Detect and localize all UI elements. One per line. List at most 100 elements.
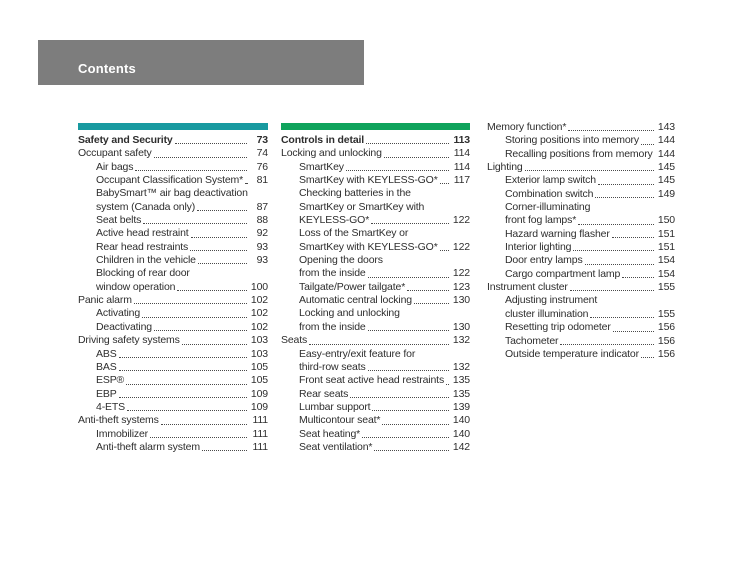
section-color-bar (281, 123, 470, 130)
toc-entry-page: 130 (452, 320, 470, 333)
toc-leader-dots (372, 441, 451, 454)
toc-entry-label: Door entry lamps (505, 254, 583, 267)
toc-entry-page: 132 (452, 334, 470, 347)
toc-entry-label: SmartKey with KEYLESS-GO* (299, 240, 438, 253)
toc-entry-page: 114 (453, 147, 470, 160)
toc-leader-dots (610, 228, 656, 241)
toc-entry-page: 151 (657, 241, 675, 254)
toc-entry-label: Automatic central locking (299, 294, 412, 307)
toc-entry: Seat heating* 140 (281, 428, 470, 441)
toc-leader-dots (124, 374, 249, 387)
toc-entry-label: Seat heating* (299, 427, 361, 440)
toc-entry-label: from the inside (299, 320, 366, 333)
toc-entry: Multicontour seat* 140 (281, 414, 470, 427)
toc-entry-label: Anti-theft systems (78, 414, 159, 427)
toc-entry: Corner-illuminating (487, 201, 675, 214)
toc-leader-dots (173, 134, 249, 147)
toc-entry-label: SmartKey (299, 160, 344, 173)
toc-leader-dots (125, 401, 249, 414)
toc-leader-dots (369, 214, 451, 227)
toc-entry: BAS 105 (78, 361, 268, 374)
toc-entry: from the inside 122 (281, 267, 470, 280)
toc-entry-label: window operation (96, 280, 176, 293)
toc-entry-page: 102 (250, 320, 268, 333)
toc-entry-label: Blocking of rear door (96, 267, 190, 280)
toc-leader-dots (523, 161, 656, 174)
toc-entry-label: Activating (96, 307, 141, 320)
toc-entry: Children in the vehicle 93 (78, 254, 268, 267)
toc-entry-page: 144 (657, 147, 675, 160)
toc-entry-page: 150 (657, 214, 675, 227)
toc-entry-page: 144 (657, 134, 675, 147)
toc-entry: Controls in detail 113 (281, 134, 470, 147)
toc-leader-dots (639, 348, 656, 361)
page-title: Contents (78, 61, 136, 76)
toc-entry-label: Opening the doors (299, 254, 383, 267)
toc-leader-dots (360, 428, 451, 441)
toc-entry: Combination switch 149 (487, 188, 675, 201)
toc-leader-dots (189, 227, 249, 240)
toc-entry-label: Immobilizer (96, 427, 149, 440)
toc-entry-page: 73 (256, 134, 269, 146)
toc-entry-page: 145 (657, 174, 675, 187)
toc-entry: Tachometer 156 (487, 335, 675, 348)
toc-entry-page: 74 (256, 147, 269, 160)
toc-entry-label: 4-ETS (96, 400, 126, 413)
toc-entry-label: Tailgate/Power tailgate* (299, 280, 406, 293)
toc-entry-label: BAS (96, 360, 117, 373)
toc-entry-label: Hazard warning flasher (505, 227, 610, 240)
toc-entry-label: Tachometer (505, 334, 559, 347)
toc-leader-dots (568, 281, 656, 294)
toc-entry: Instrument cluster 155 (487, 281, 675, 294)
toc-entry: Rear seats 135 (281, 388, 470, 401)
toc-entry-page: 113 (453, 134, 471, 146)
toc-entry-page: 102 (250, 294, 268, 307)
toc-entry-label: ESP® (96, 374, 125, 387)
toc-entry: SmartKey with KEYLESS-GO* 122 (281, 241, 470, 254)
toc-entry-label: Active head restraint (96, 227, 189, 240)
toc-entry-label: system (Canada only) (96, 200, 196, 213)
toc-column-3: Memory function* 143 Storing positions int… (487, 121, 675, 361)
toc-entry: Rear head restraints 93 (78, 241, 268, 254)
toc-entry-page: 111 (252, 427, 268, 440)
toc-entry-label: BabySmart™ air bag deactivation (96, 187, 248, 200)
toc-leader-dots (195, 201, 249, 214)
toc-entry: Occupant safety 74 (78, 147, 268, 160)
toc-entry-label: Occupant safety (78, 147, 152, 160)
toc-leader-dots (152, 321, 249, 334)
toc-entry: system (Canada only) 87 (78, 201, 268, 214)
toc-column-1: Safety and Security 73 Occupant safety 74 Ai… (78, 123, 268, 454)
toc-entry: Seat belts 88 (78, 214, 268, 227)
toc-entry: Automatic central locking 130 (281, 294, 470, 307)
toc-entry: Air bags 76 (78, 161, 268, 174)
toc-entry-page: 151 (657, 227, 675, 240)
toc-entry: EBP 109 (78, 388, 268, 401)
toc-entry-page: 154 (657, 254, 675, 267)
toc-entry: ABS 103 (78, 348, 268, 361)
toc-entry: KEYLESS-GO* 122 (281, 214, 470, 227)
toc-entry-label: third-row seats (299, 360, 366, 373)
toc-entry-label: Controls in detail (281, 134, 365, 146)
toc-leader-dots (583, 254, 656, 267)
toc-entry-page: 130 (452, 294, 470, 307)
toc-leader-dots (196, 254, 249, 267)
toc-entry-page: 81 (256, 174, 269, 187)
toc-entry: window operation 100 (78, 281, 268, 294)
toc-entry-page: 87 (256, 200, 269, 213)
toc-entry-label: Seats (281, 334, 308, 347)
toc-entry: Opening the doors (281, 254, 470, 267)
toc-entry-label: Combination switch (505, 187, 594, 200)
toc-entry: Adjusting instrument (487, 294, 675, 307)
toc-entry-page: 105 (250, 374, 268, 387)
toc-entry-label: Deactivating (96, 320, 152, 333)
toc-leader-dots (438, 174, 451, 187)
toc-entry: SmartKey or SmartKey with (281, 201, 470, 214)
toc-entry: Recalling positions from memory 144 (487, 148, 675, 161)
toc-entry-label: Rear head restraints (96, 240, 189, 253)
toc-entry: Memory function* 143 (487, 121, 675, 134)
toc-entry-label: Seat ventilation* (299, 440, 373, 453)
toc-entry-page: 117 (453, 174, 470, 187)
toc-entry-page: 142 (452, 440, 470, 453)
toc-entry-label: Lumbar support (299, 400, 371, 413)
toc-entry-page: 140 (452, 427, 470, 440)
